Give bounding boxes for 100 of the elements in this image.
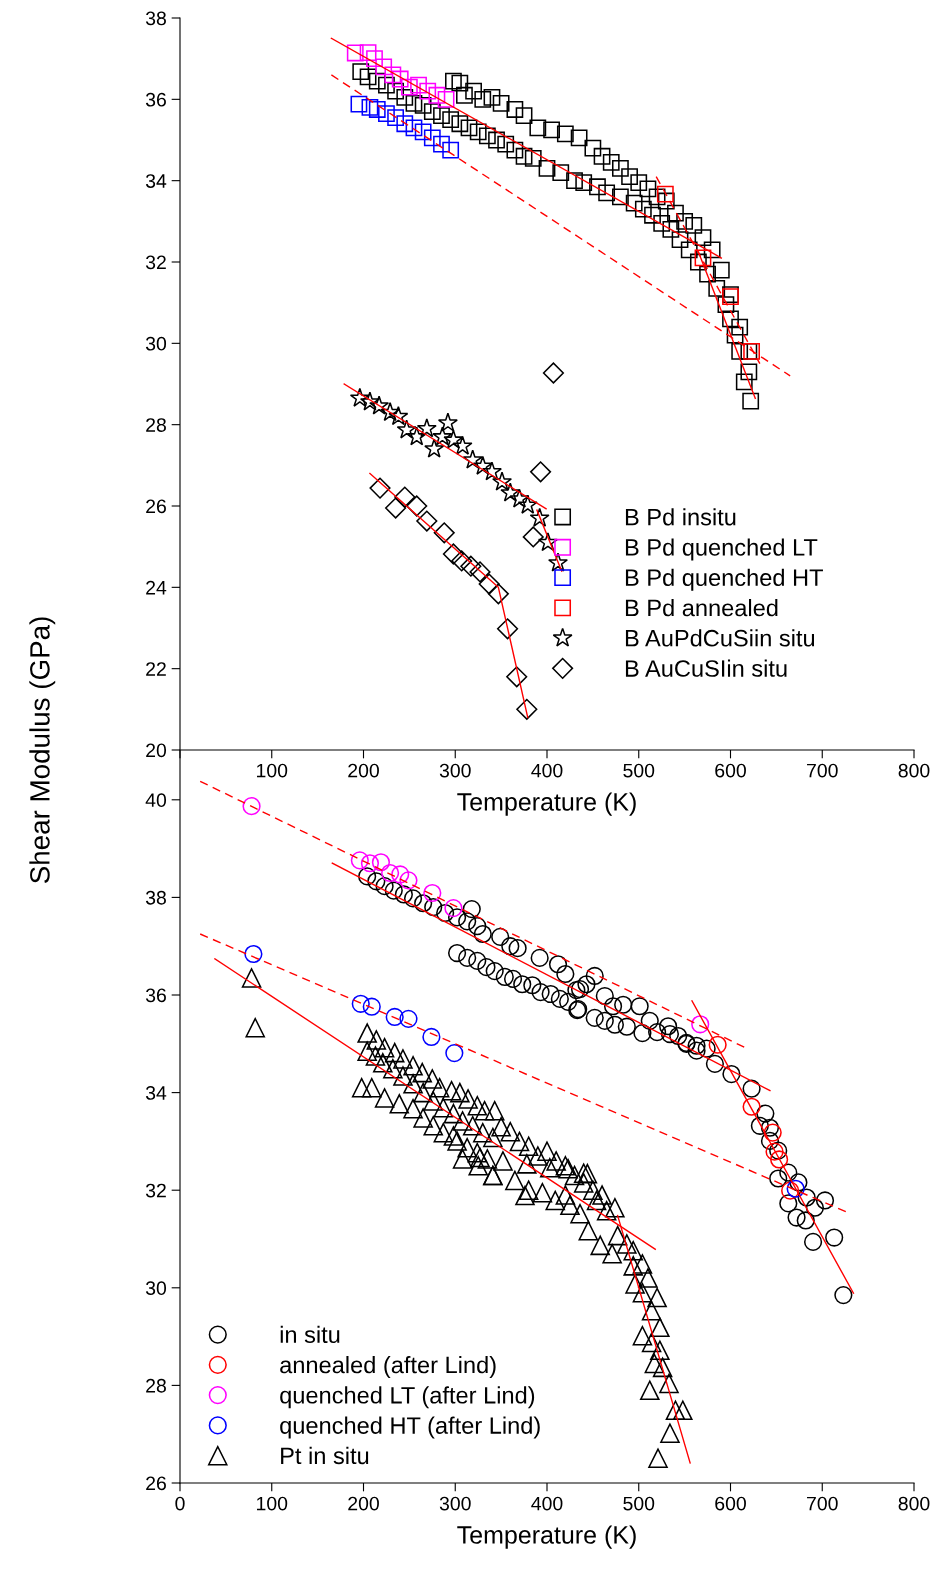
point <box>399 1009 418 1029</box>
point <box>424 438 445 458</box>
point <box>410 76 427 94</box>
point <box>244 944 263 964</box>
point <box>433 522 455 544</box>
legend-label: B Pd annealed <box>625 598 778 617</box>
point <box>487 583 509 605</box>
point <box>443 429 464 449</box>
x-tick-label: 300 <box>439 763 471 778</box>
point <box>416 510 438 532</box>
point <box>368 101 386 118</box>
point <box>406 426 427 446</box>
point <box>500 482 521 502</box>
x-axis-title: Temperature (K) <box>457 1525 636 1549</box>
point <box>444 899 463 918</box>
legend-label: B AuCuSIin situ <box>625 659 787 677</box>
point <box>478 573 500 595</box>
y-tick-label: 40 <box>145 793 167 808</box>
point <box>361 99 379 116</box>
point <box>242 797 261 816</box>
point <box>469 561 491 583</box>
y-axis-title: Shear Modulus (GPa) <box>29 617 56 884</box>
legend-label: B Pd insitu <box>625 508 736 526</box>
y-tick-label: 36 <box>145 988 166 1003</box>
point <box>391 865 410 884</box>
point <box>366 50 383 68</box>
point <box>437 90 455 108</box>
point <box>346 44 364 62</box>
point <box>452 435 473 455</box>
point <box>481 461 502 481</box>
point <box>763 1123 782 1142</box>
x-axis-title: Temperature (K) <box>457 792 636 816</box>
legend-label: quenched LT (after Lind) <box>280 1386 535 1409</box>
point <box>451 550 473 572</box>
point <box>516 698 538 720</box>
x-tick-label: 300 <box>439 1496 471 1511</box>
point <box>406 495 428 517</box>
y-tick-label: 30 <box>145 1281 167 1296</box>
point <box>460 555 482 577</box>
x-tick-label: 400 <box>531 763 563 778</box>
point <box>770 1150 789 1169</box>
point <box>423 129 441 147</box>
y-tick-label: 30 <box>145 336 167 351</box>
point <box>405 119 423 137</box>
point <box>656 185 674 203</box>
point <box>428 86 446 104</box>
point <box>385 1007 404 1027</box>
point <box>506 666 528 688</box>
x-tick-label: 0 <box>175 1496 185 1511</box>
point <box>542 362 565 384</box>
legend-label: B Pd quenched HT <box>625 568 823 591</box>
y-tick-label: 28 <box>146 1378 166 1393</box>
point <box>517 494 538 514</box>
point <box>394 486 416 508</box>
point <box>375 58 393 76</box>
point <box>349 387 370 407</box>
point <box>384 66 402 84</box>
x-tick-label: 600 <box>715 763 746 778</box>
point <box>381 863 400 883</box>
x-tick-label: 400 <box>531 1496 563 1511</box>
y-tick-label: 34 <box>145 1086 167 1100</box>
point <box>781 1181 800 1200</box>
point <box>786 1179 805 1198</box>
y-tick-label: 32 <box>145 1183 166 1198</box>
point <box>422 1027 441 1047</box>
point <box>385 497 407 519</box>
point <box>437 412 458 432</box>
y-tick-label: 20 <box>146 743 167 758</box>
point <box>442 141 460 159</box>
point <box>522 526 544 548</box>
point <box>416 418 437 438</box>
x-tick-label: 500 <box>623 1496 655 1511</box>
point <box>529 461 552 483</box>
legend-label: in situ <box>280 1325 340 1344</box>
legend-label: quenched HT (after Lind) <box>280 1416 540 1439</box>
point <box>462 449 483 469</box>
y-tick-label: 24 <box>146 580 167 595</box>
x-tick-label: 500 <box>623 763 655 778</box>
x-tick-label: 600 <box>715 1496 746 1511</box>
point <box>371 853 391 872</box>
point <box>442 543 465 565</box>
y-tick-label: 26 <box>146 499 166 514</box>
point <box>492 471 513 491</box>
point <box>359 44 377 61</box>
x-tick-label: 200 <box>348 1496 379 1511</box>
point <box>350 95 368 113</box>
point <box>391 70 409 88</box>
point <box>400 78 418 96</box>
point <box>378 105 395 122</box>
point <box>708 1035 727 1054</box>
legend-label: annealed (after Lind) <box>280 1356 496 1378</box>
point <box>496 618 519 640</box>
legend-label: B AuPdCuSiin situ <box>625 629 815 647</box>
x-tick-label: 800 <box>898 1496 930 1511</box>
point <box>433 135 450 153</box>
point <box>369 477 391 499</box>
point <box>509 488 530 508</box>
legend-label: B Pd quenched LT <box>625 538 818 561</box>
point <box>432 426 453 446</box>
point <box>419 82 437 100</box>
